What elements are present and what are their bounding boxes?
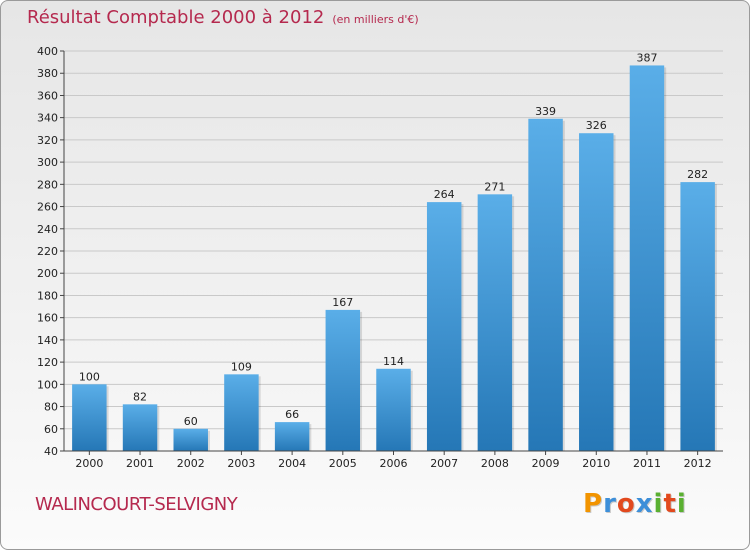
- bar: [579, 133, 614, 451]
- y-tick-label: 120: [37, 356, 58, 369]
- bar: [629, 65, 665, 451]
- labels: 40 60 80 100 120 140 160 180 200 220 240 260 280 300 3…: [37, 45, 712, 470]
- data-label: 326: [586, 119, 607, 132]
- y-tick-label: 40: [44, 445, 58, 458]
- logo-letter: i: [653, 489, 664, 519]
- y-tick-label: 220: [37, 245, 58, 258]
- data-label: 114: [383, 355, 404, 368]
- axes: [60, 50, 723, 455]
- data-label: 282: [687, 168, 708, 181]
- chart-title: Résultat Comptable 2000 à 2012 (en millie…: [27, 7, 419, 28]
- y-tick-label: 60: [44, 423, 58, 436]
- logo-letter: r: [603, 489, 617, 519]
- logo-letter: o: [616, 489, 636, 519]
- x-tick-label: 2010: [582, 457, 610, 470]
- y-tick-label: 280: [37, 178, 58, 191]
- y-tick-label: 360: [37, 89, 58, 102]
- bar: [325, 309, 361, 451]
- data-label: 264: [434, 188, 455, 201]
- y-tick-label: 300: [37, 156, 58, 169]
- bar: [122, 404, 158, 451]
- data-label: 167: [332, 296, 353, 309]
- x-tick-label: 2006: [380, 457, 408, 470]
- x-tick-label: 2001: [126, 457, 154, 470]
- x-tick-label: 2007: [430, 457, 458, 470]
- bar: [426, 202, 462, 451]
- x-tick-label: 2000: [75, 457, 103, 470]
- y-tick-label: 140: [37, 334, 58, 347]
- proxiti-logo: Proxiti: [583, 489, 687, 519]
- y-tick-label: 320: [37, 134, 58, 147]
- bar: [680, 182, 715, 451]
- data-label: 100: [79, 370, 100, 383]
- bar: [274, 422, 310, 451]
- bars: [72, 65, 717, 452]
- bar: [376, 368, 411, 451]
- data-label: 60: [184, 415, 198, 428]
- data-label: 271: [484, 180, 505, 193]
- logo-letter: x: [635, 489, 654, 519]
- y-tick-label: 380: [37, 67, 58, 80]
- chart-unit: (en milliers d'€): [332, 13, 419, 26]
- x-tick-label: 2008: [481, 457, 509, 470]
- y-tick-label: 100: [37, 378, 58, 391]
- y-tick-label: 200: [37, 267, 58, 280]
- y-tick-label: 340: [37, 112, 58, 125]
- bar: [173, 428, 208, 451]
- data-label: 109: [231, 360, 252, 373]
- logo-letter: t: [663, 489, 677, 519]
- bar: [224, 374, 259, 451]
- chart-title-text: Résultat Comptable 2000 à 2012: [27, 7, 325, 28]
- data-label: 66: [285, 408, 299, 421]
- x-tick-label: 2002: [177, 457, 205, 470]
- x-tick-label: 2012: [684, 457, 712, 470]
- data-label: 339: [535, 105, 556, 118]
- data-label: 82: [133, 390, 147, 403]
- x-tick-label: 2011: [633, 457, 661, 470]
- logo-letter: P: [583, 489, 604, 519]
- x-tick-label: 2003: [227, 457, 255, 470]
- x-tick-label: 2005: [329, 457, 357, 470]
- y-tick-label: 400: [37, 45, 58, 58]
- y-tick-label: 240: [37, 223, 58, 236]
- bar: [477, 194, 513, 452]
- data-label: 387: [636, 51, 657, 64]
- y-tick-label: 180: [37, 289, 58, 302]
- y-tick-label: 80: [44, 401, 58, 414]
- x-tick-label: 2004: [278, 457, 306, 470]
- bar: [528, 118, 563, 452]
- x-tick-label: 2009: [532, 457, 560, 470]
- city-name: WALINCOURT-SELVIGNY: [35, 494, 238, 515]
- bar: [72, 384, 107, 451]
- y-tick-label: 260: [37, 201, 58, 214]
- y-tick-label: 160: [37, 312, 58, 325]
- logo-letter: i: [676, 489, 687, 519]
